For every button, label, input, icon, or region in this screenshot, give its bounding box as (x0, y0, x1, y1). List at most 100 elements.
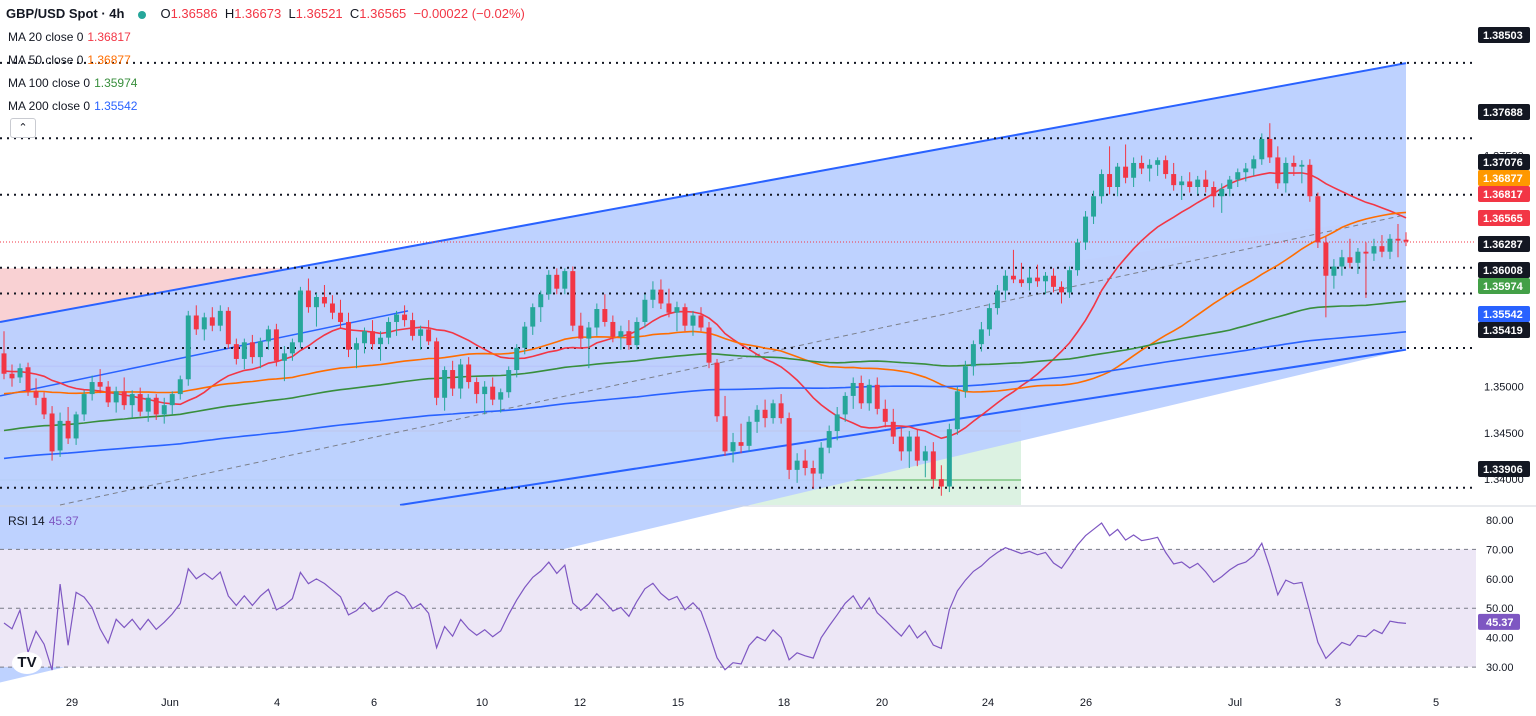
candle-body (1139, 162, 1145, 169)
candle-body (994, 290, 1000, 309)
rsi-tick-label: 40.00 (1486, 633, 1514, 645)
candle-body (418, 329, 424, 336)
ma100-legend[interactable]: MA 100 close 0 1.35974 (8, 76, 137, 90)
candle-body (201, 317, 207, 330)
candle-body (121, 391, 127, 406)
candle-body (1131, 162, 1137, 178)
ma200-legend[interactable]: MA 200 close 0 1.35542 (8, 99, 137, 113)
tradingview-logo[interactable]: TV (12, 652, 42, 674)
candle-body (562, 271, 568, 289)
candle-body (1083, 216, 1089, 243)
price-tick-label: 1.34500 (1484, 428, 1524, 440)
candle-body (313, 297, 319, 308)
candle-body (538, 294, 544, 308)
rsi-legend[interactable]: RSI 14 45.37 (8, 514, 79, 528)
collapse-legend-button[interactable]: ⌃ (10, 118, 36, 138)
candle-body (65, 420, 71, 439)
rsi-tick-label: 50.00 (1486, 603, 1514, 615)
ma50-legend[interactable]: MA 50 close 0 1.36877 (8, 53, 131, 67)
price-label-text: 1.36565 (1483, 213, 1523, 225)
candle-body (41, 397, 47, 415)
ma-value: 1.35974 (94, 76, 138, 90)
candle-body (233, 344, 239, 359)
candle-body (337, 312, 343, 322)
candle-body (1243, 168, 1249, 173)
candle-body (434, 341, 440, 398)
candle-body (97, 382, 103, 387)
candle-body (578, 325, 584, 339)
candle-body (922, 451, 928, 461)
ma50-line (3, 211, 1407, 395)
candle-body (682, 307, 688, 326)
price-label-text: 1.38503 (1483, 30, 1523, 42)
time-tick-label: 4 (274, 697, 280, 709)
price-label-badge (1478, 322, 1530, 338)
ma-value: 1.36877 (87, 53, 131, 67)
market-status-icon (138, 10, 147, 19)
candlestick-series (1, 123, 1409, 496)
candle-body (1299, 164, 1305, 167)
candle-body (770, 403, 776, 419)
candle-body (570, 271, 576, 326)
candle-body (546, 274, 552, 295)
candle-body (978, 329, 984, 345)
candle-body (169, 394, 175, 406)
candle-body (882, 408, 888, 422)
candle-body (297, 290, 303, 343)
candle-body (506, 370, 512, 393)
time-tick-label: 29 (66, 697, 78, 709)
candle-body (1010, 275, 1016, 280)
candle-body (161, 405, 167, 415)
price-label-text: 1.37076 (1483, 157, 1523, 169)
candle-body (1067, 270, 1073, 293)
candle-body (1267, 138, 1273, 158)
high-label: H (224, 6, 235, 21)
symbol-title[interactable]: GBP/USD Spot · 4h (6, 6, 125, 21)
candle-body (858, 382, 864, 404)
candle-body (305, 290, 311, 308)
candle-body (1355, 251, 1361, 263)
candle-body (362, 331, 367, 344)
candle-body (57, 420, 63, 451)
candle-body (1002, 275, 1008, 291)
candle-body (1307, 164, 1313, 197)
candle-body (1171, 174, 1177, 186)
candle-body (634, 321, 640, 346)
candle-body (794, 460, 800, 470)
candle-body (265, 329, 271, 342)
candle-body (842, 395, 848, 415)
price-label-badge (1478, 104, 1530, 120)
candle-body (1091, 196, 1097, 217)
candle-body (1203, 179, 1209, 187)
ma20-legend[interactable]: MA 20 close 0 1.36817 (8, 30, 131, 44)
candle-body (33, 391, 39, 398)
candle-body (1211, 187, 1217, 197)
low-label: L (288, 6, 296, 21)
candle-body (1275, 157, 1281, 184)
candle-body (217, 310, 223, 326)
change-value: −0.00022 (−0.02%) (413, 6, 525, 21)
time-tick-label: 6 (371, 697, 377, 709)
candle-body (914, 436, 920, 461)
rsi-tick-label: 80.00 (1486, 515, 1514, 527)
candle-body (962, 366, 968, 392)
candle-body (1059, 286, 1064, 293)
price-label-text: 1.36877 (1483, 173, 1523, 185)
price-label-badge (1478, 262, 1530, 278)
candle-body (866, 384, 872, 404)
rsi-label: RSI 14 (8, 514, 45, 528)
candle-body (1099, 174, 1105, 197)
price-label-text: 1.33906 (1483, 464, 1523, 476)
candle-body (906, 436, 912, 452)
rsi-tick-label: 70.00 (1486, 544, 1514, 556)
candle-body (658, 289, 664, 304)
low-value: 1.36521 (295, 6, 343, 21)
candle-body (1291, 162, 1297, 167)
candle-body (954, 391, 960, 430)
time-tick-label: 5 (1433, 697, 1439, 709)
candle-body (225, 310, 231, 345)
price-tick-label: 1.35000 (1484, 382, 1524, 394)
time-tick-label: Jun (161, 697, 179, 709)
candle-body (778, 403, 784, 419)
